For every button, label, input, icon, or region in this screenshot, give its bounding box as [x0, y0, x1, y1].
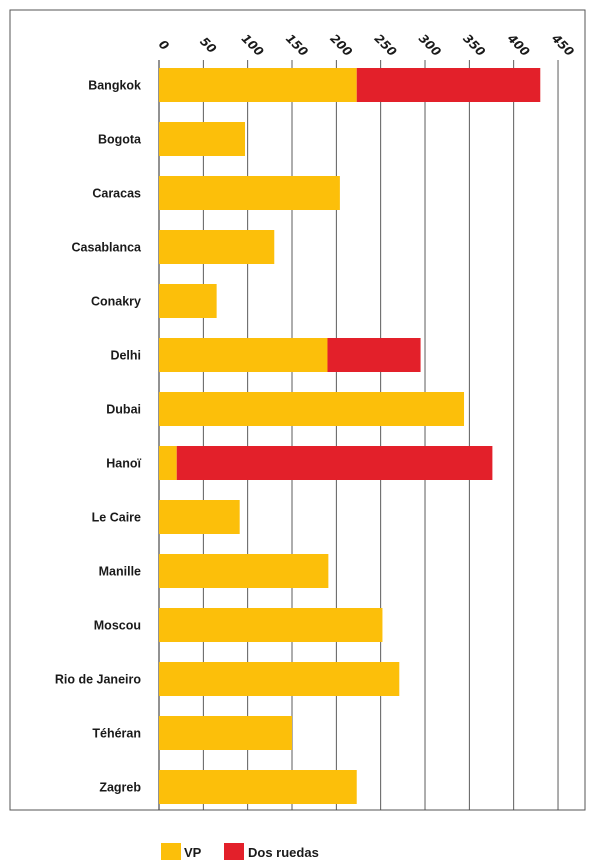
category-label: Rio de Janeiro: [55, 673, 141, 687]
bar-vp: [159, 338, 328, 372]
bar-vp: [159, 284, 217, 318]
bar-vp: [159, 500, 240, 534]
bar-vp: [159, 446, 177, 480]
bars: [159, 68, 541, 804]
bar-vp: [159, 716, 293, 750]
bar-vp: [159, 608, 383, 642]
bar-dos-ruedas: [356, 68, 541, 102]
bar-dos-ruedas: [327, 338, 421, 372]
category-label: Moscou: [94, 619, 141, 633]
legend-swatch: [161, 843, 181, 860]
legend-swatch: [224, 843, 244, 860]
legend-label: VP: [184, 845, 202, 860]
bar-dos-ruedas: [176, 446, 493, 480]
legend-label: Dos ruedas: [248, 845, 319, 860]
bar-vp: [159, 176, 340, 210]
category-label: Téhéran: [92, 727, 141, 741]
bar-vp: [159, 392, 465, 426]
category-label: Le Caire: [92, 511, 141, 525]
bar-vp: [159, 68, 357, 102]
category-label: Conakry: [91, 295, 141, 309]
category-label: Zagreb: [99, 781, 141, 795]
category-label: Manille: [99, 565, 141, 579]
category-label: Hanoï: [106, 457, 141, 471]
category-label: Delhi: [110, 349, 141, 363]
legend: VP Dos ruedas: [161, 843, 319, 860]
category-label: Dubai: [106, 403, 141, 417]
category-label: Caracas: [92, 187, 141, 201]
category-label: Bangkok: [88, 79, 141, 93]
bar-vp: [159, 554, 329, 588]
category-label: Bogota: [98, 133, 142, 147]
bar-vp: [159, 122, 246, 156]
bar-vp: [159, 230, 275, 264]
bar-vp: [159, 662, 400, 696]
category-label: Casablanca: [72, 241, 143, 255]
category-labels: Bangkok Bogota Caracas Casablanca Conakry Del…: [55, 79, 142, 795]
bar-vp: [159, 770, 357, 804]
